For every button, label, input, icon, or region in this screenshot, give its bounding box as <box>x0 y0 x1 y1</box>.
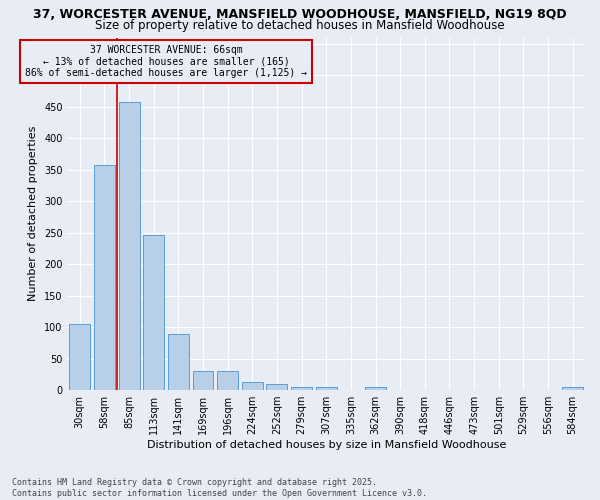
Text: 37, WORCESTER AVENUE, MANSFIELD WOODHOUSE, MANSFIELD, NG19 8QD: 37, WORCESTER AVENUE, MANSFIELD WOODHOUS… <box>33 8 567 20</box>
Bar <box>94 166 115 390</box>
Bar <box>266 384 287 390</box>
X-axis label: Distribution of detached houses by size in Mansfield Woodhouse: Distribution of detached houses by size … <box>146 440 506 450</box>
Text: Contains HM Land Registry data © Crown copyright and database right 2025.
Contai: Contains HM Land Registry data © Crown c… <box>12 478 427 498</box>
Bar <box>168 334 189 390</box>
Text: 37 WORCESTER AVENUE: 66sqm
← 13% of detached houses are smaller (165)
86% of sem: 37 WORCESTER AVENUE: 66sqm ← 13% of deta… <box>25 45 307 78</box>
Bar <box>365 387 386 390</box>
Bar <box>193 370 214 390</box>
Bar <box>291 387 312 390</box>
Bar <box>143 235 164 390</box>
Bar <box>316 387 337 390</box>
Bar <box>217 370 238 390</box>
Y-axis label: Number of detached properties: Number of detached properties <box>28 126 38 302</box>
Text: Size of property relative to detached houses in Mansfield Woodhouse: Size of property relative to detached ho… <box>95 18 505 32</box>
Bar <box>562 387 583 390</box>
Bar <box>69 324 90 390</box>
Bar <box>119 102 140 390</box>
Bar <box>242 382 263 390</box>
